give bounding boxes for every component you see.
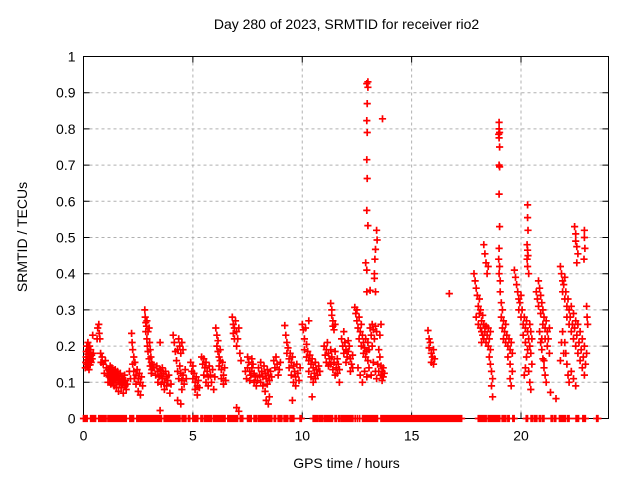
y-tick-label: 0.2	[56, 338, 76, 354]
y-tick-label: 0.5	[56, 230, 76, 246]
y-tick-label: 0.4	[56, 266, 76, 282]
x-tick-label: 15	[404, 428, 420, 444]
y-tick-label: 0.9	[56, 85, 76, 101]
y-tick-label: 1	[68, 49, 76, 65]
y-tick-label: 0.7	[56, 157, 76, 173]
chart-title: Day 280 of 2023, SRMTID for receiver rio…	[213, 16, 480, 32]
gridlines	[83, 56, 609, 419]
y-tick-label: 0.3	[56, 302, 76, 318]
x-tick-label: 5	[189, 428, 197, 444]
y-tick-label: 0.8	[56, 121, 76, 137]
x-axis-title: GPS time / hours	[293, 455, 400, 471]
y-tick-label: 0.6	[56, 193, 76, 209]
x-tick-label: 20	[513, 428, 529, 444]
scatter-points	[79, 78, 602, 423]
y-axis-title: SRMTID / TECUs	[14, 181, 30, 293]
x-tick-label: 10	[294, 428, 310, 444]
y-tick-label: 0.1	[56, 374, 76, 390]
y-tick-label: 0	[68, 411, 76, 427]
x-tick-label: 0	[80, 428, 88, 444]
